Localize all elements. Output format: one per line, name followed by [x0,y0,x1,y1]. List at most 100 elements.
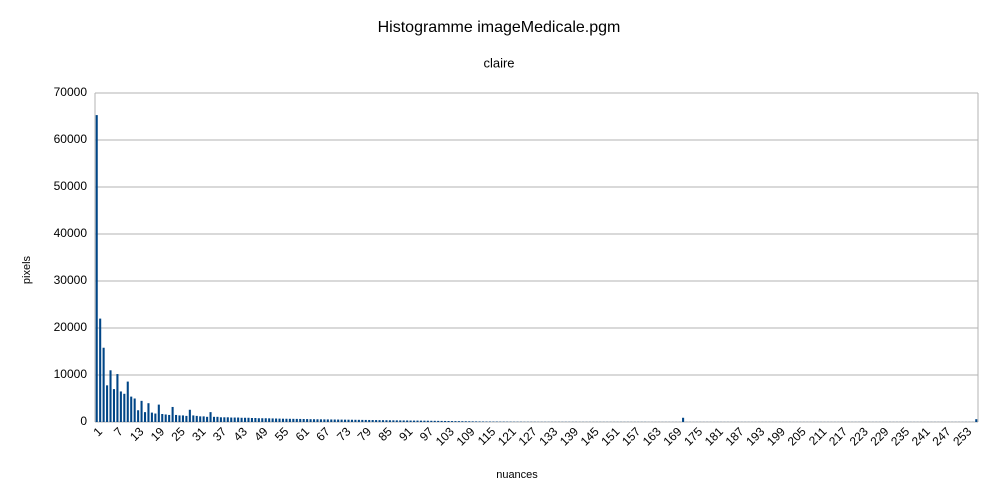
bar [471,421,474,422]
bar [361,419,364,422]
bar [164,414,167,422]
bar [233,417,236,422]
bar [244,417,247,422]
bar [413,420,416,422]
bar [444,420,447,422]
bar [175,414,178,422]
bar [378,420,381,422]
bar [454,421,457,422]
bar [112,389,116,422]
bar [206,416,209,422]
bar [450,421,454,422]
bar [230,417,233,422]
bar [157,404,160,422]
y-tick-label: 40000 [54,226,88,240]
bar [292,418,295,422]
bar [99,318,102,422]
y-axis-label: pixels [21,255,33,284]
bar [133,398,136,422]
bar [264,418,267,422]
bar [478,421,481,422]
bar [150,412,153,422]
x-axis-label: nuances [496,469,538,481]
y-tick-label: 70000 [54,85,88,99]
y-tick-label: 10000 [54,367,88,381]
bar [399,420,402,422]
bar [106,385,109,422]
bar [354,419,357,422]
bar [395,420,398,422]
bar [423,420,426,422]
y-tick-label: 20000 [54,320,88,334]
bar [281,418,285,422]
bar [461,421,464,422]
bar [975,419,978,422]
bar [223,417,226,422]
bar [195,415,198,422]
bar [306,419,309,422]
bar [457,421,460,422]
bar [154,413,157,422]
y-tick-label: 30000 [54,273,88,287]
bar [123,393,126,422]
bar [143,412,147,422]
bar [199,416,202,422]
bar [240,417,243,422]
bar [440,420,443,422]
bar [295,418,298,422]
bar [109,370,112,422]
bar [464,421,467,422]
bar [402,420,405,422]
bar [364,419,367,422]
bar [409,420,412,422]
bar [285,418,288,422]
bar [209,412,212,422]
bar [188,409,191,422]
bar [344,419,347,422]
bar [381,420,385,422]
bar [168,414,171,422]
bar [219,417,222,422]
bar [237,417,240,422]
bar [340,419,343,422]
bar [288,418,291,422]
bar [433,420,436,422]
bar [257,418,260,422]
chart-title: Histogramme imageMedicale.pgm [378,19,621,36]
bar [275,418,278,422]
bar [181,415,184,422]
bar [406,420,409,422]
bar [147,403,150,422]
bar [333,419,336,422]
bar [385,420,388,422]
bar [475,421,478,422]
bar [102,347,105,422]
bar [278,418,281,422]
bar [309,419,312,422]
bar [316,419,319,422]
bar [447,421,450,422]
y-tick-label: 50000 [54,179,88,193]
bar [126,381,129,422]
bar [140,400,143,422]
bar [161,414,164,422]
bar [212,416,216,422]
bar [226,417,229,422]
bar [682,417,685,422]
bar [271,418,274,422]
bar [392,420,395,422]
bar [192,415,195,422]
bar [323,419,326,422]
bar [437,420,440,422]
bar [337,419,340,422]
bar [482,421,485,422]
bar [95,115,98,422]
bar [319,419,322,422]
bar [368,419,371,422]
bar [357,419,360,422]
bar [375,420,378,422]
y-tick-label: 0 [80,414,87,428]
bar [116,374,119,422]
